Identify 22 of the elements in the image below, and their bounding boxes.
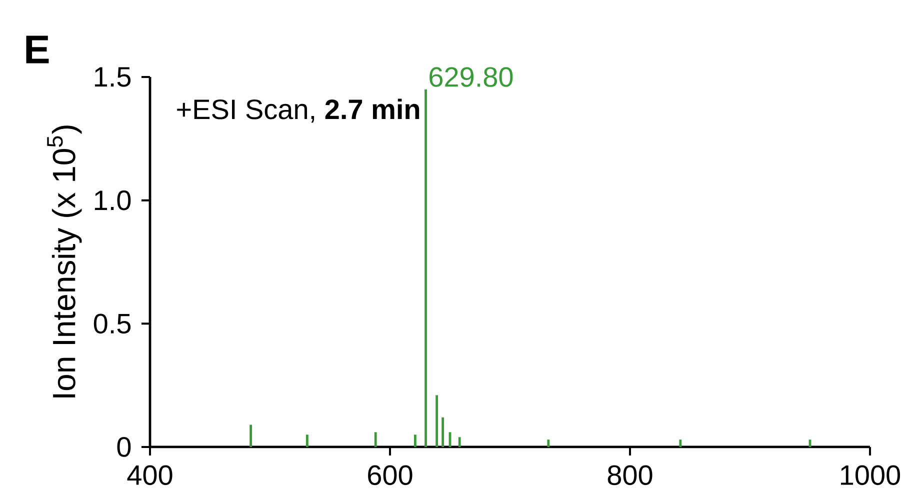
y-tick-label: 1.5 xyxy=(94,67,131,87)
bar xyxy=(436,395,438,447)
text: E xyxy=(26,36,49,64)
bar xyxy=(424,89,427,447)
y-tick-label: 1.0 xyxy=(94,190,131,210)
x-tick-label: 1000 xyxy=(840,465,900,486)
x-tick-label: 800 xyxy=(608,465,652,486)
x-tick-label: 600 xyxy=(368,465,412,486)
bar xyxy=(306,434,308,447)
x-tick-label: 400 xyxy=(127,465,172,486)
y-tick-label: 0.5 xyxy=(94,314,131,334)
bar xyxy=(250,424,252,447)
bar xyxy=(414,434,416,447)
bar xyxy=(458,437,461,447)
y-axis-title: Ion Intensity (x 10$^{5}$) xyxy=(47,126,82,398)
bar xyxy=(547,440,550,447)
annotation: +ESI Scan, 2.7 min xyxy=(177,98,420,123)
bar xyxy=(374,432,377,447)
y-tick-label: 0 xyxy=(117,437,131,457)
annotation: 629.80 xyxy=(430,67,513,87)
bar xyxy=(679,440,682,447)
bar xyxy=(442,417,444,447)
